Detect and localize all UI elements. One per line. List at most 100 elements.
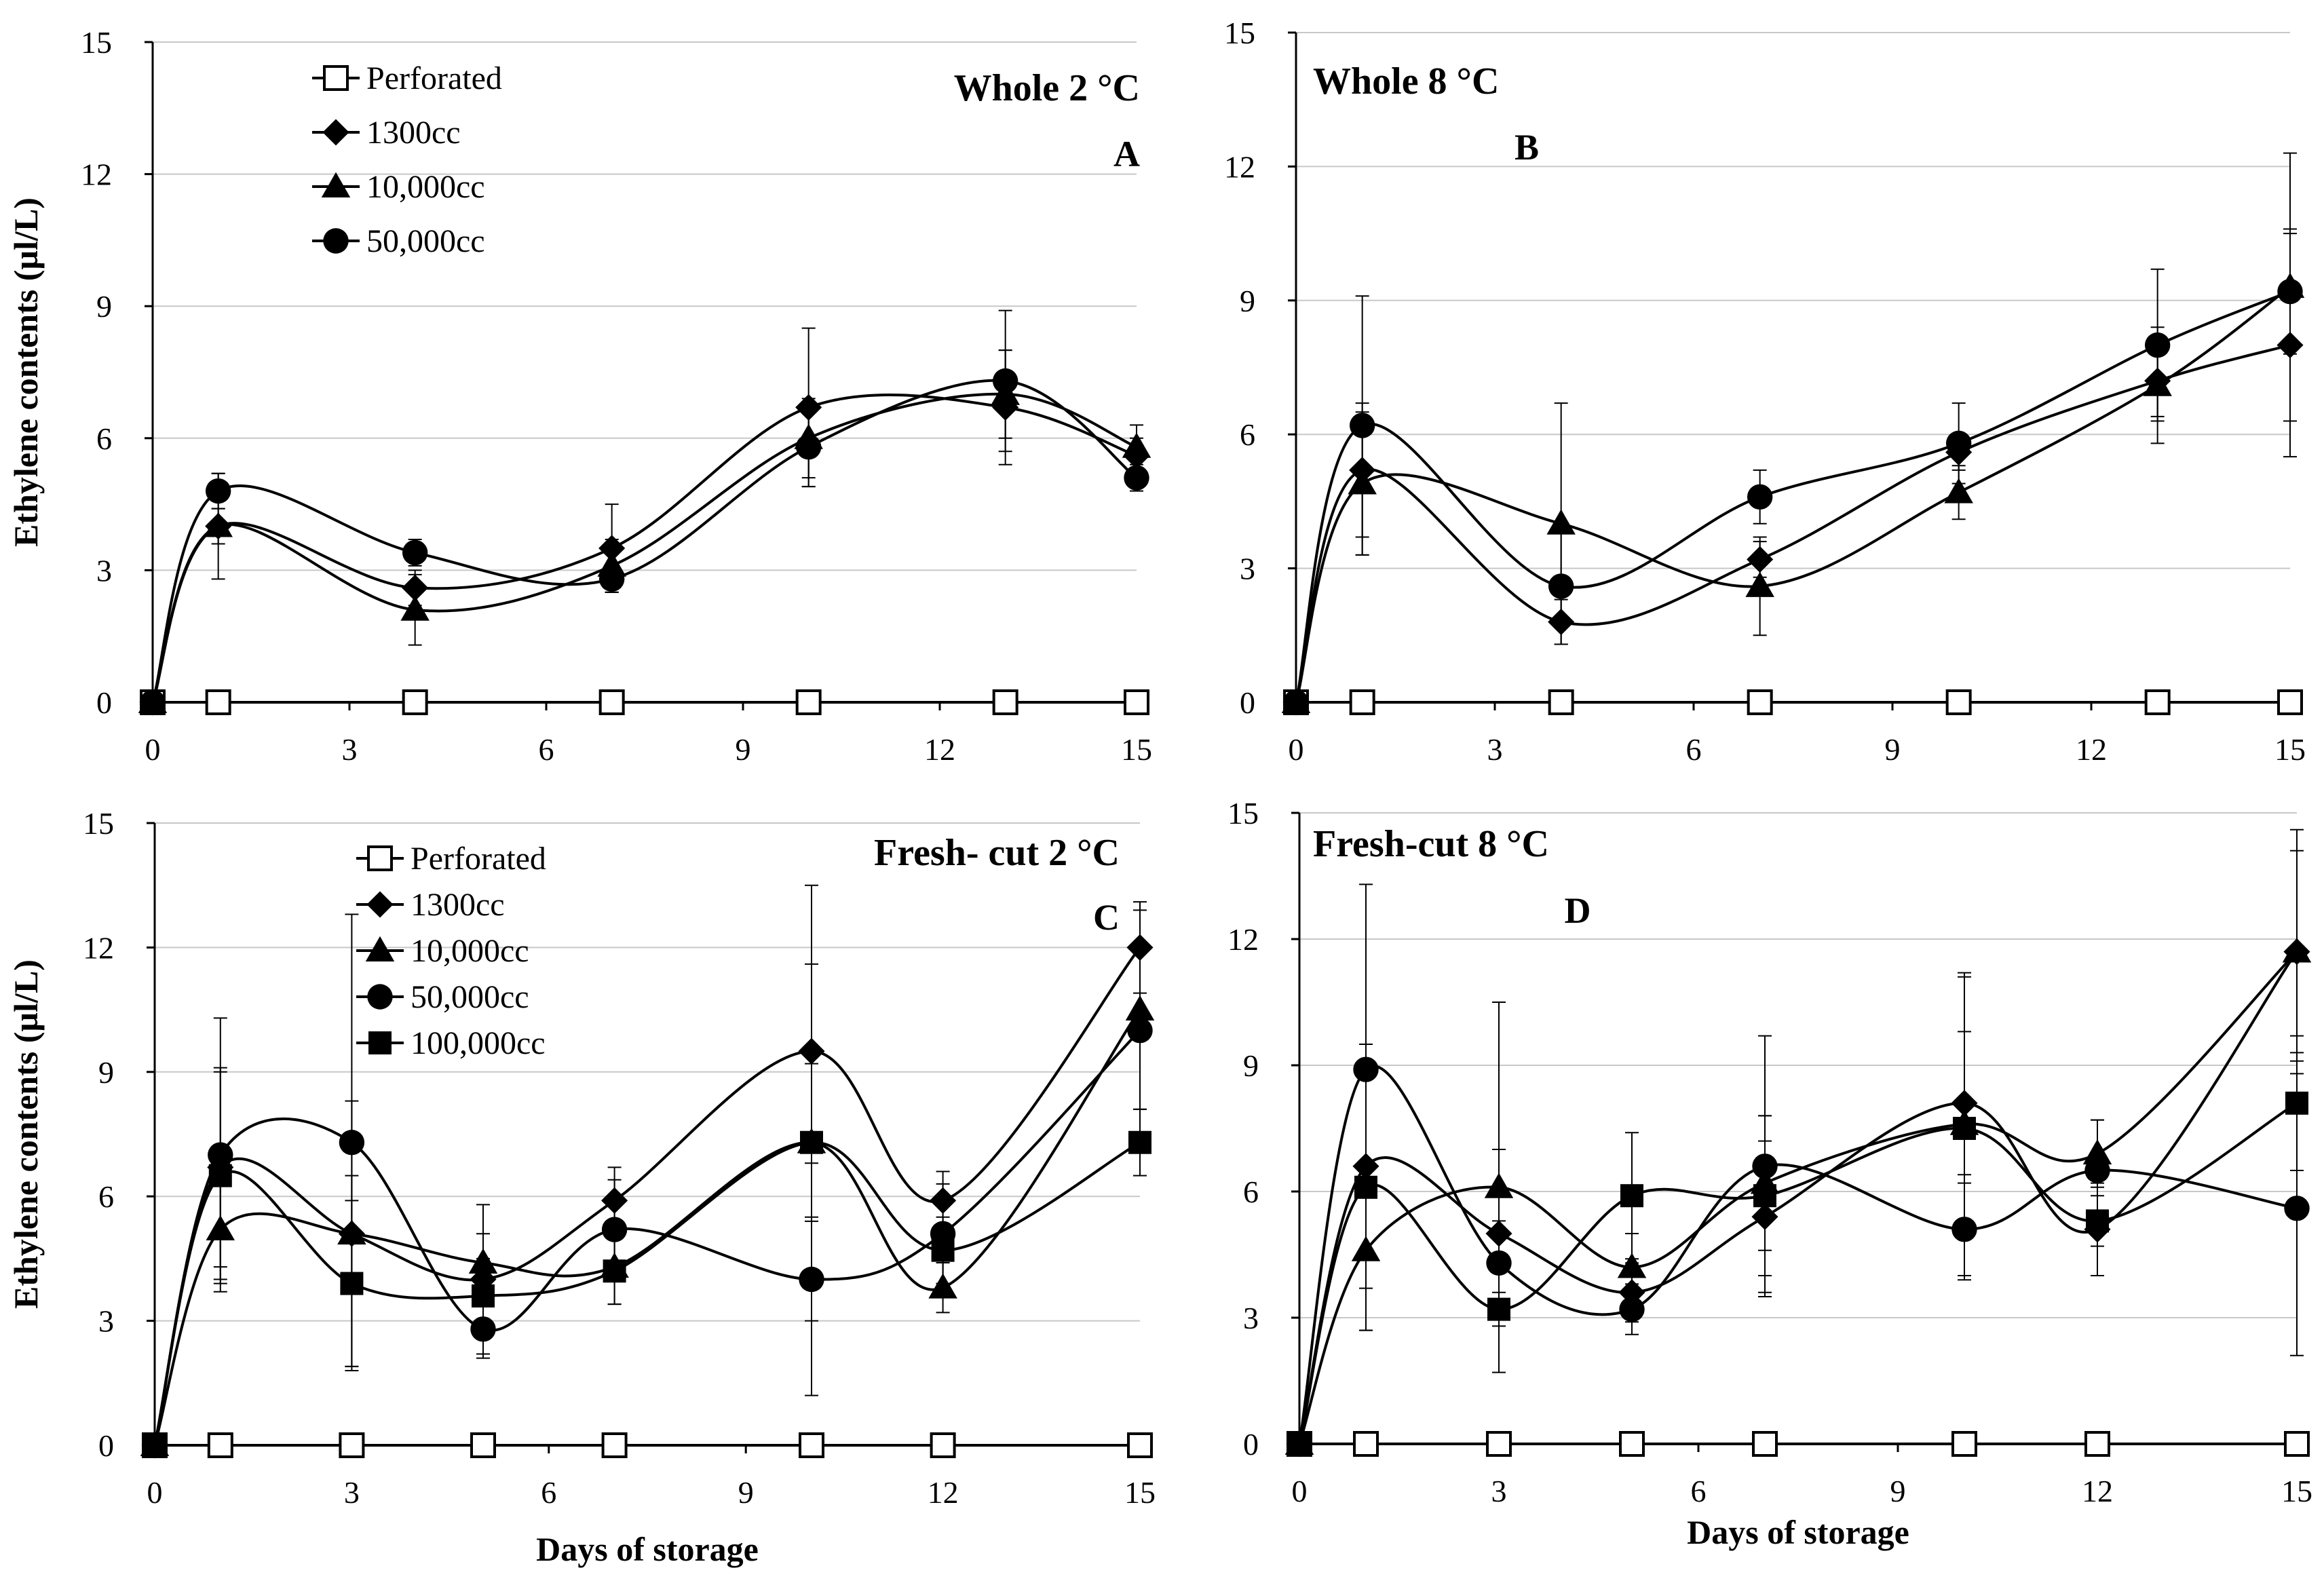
legend-label: 1300cc: [411, 887, 505, 923]
panel-letter: B: [1515, 127, 1539, 168]
data-point-marker: [472, 1284, 495, 1308]
panel-title: Fresh- cut 2 °C: [874, 832, 1120, 874]
data-point-marker: [1127, 1017, 1153, 1044]
data-point-marker: [1283, 689, 1309, 715]
x-tick-label: 9: [738, 1475, 754, 1510]
data-point-marker: [1745, 571, 1774, 597]
data-point-marker: [930, 1432, 956, 1458]
data-point-marker: [601, 1217, 628, 1242]
data-point-marker: [1353, 1431, 1379, 1457]
series-line-50,000cc: [1295, 290, 2291, 703]
x-tick-label: 15: [2281, 1474, 2312, 1508]
data-point-marker: [795, 434, 822, 460]
data-point-marker: [1619, 1296, 1645, 1322]
legend-label: 1300cc: [366, 115, 461, 151]
data-point-marker: [1953, 1117, 1976, 1140]
data-point-marker: [402, 689, 428, 715]
y-tick-label: 9: [1243, 1048, 1259, 1083]
data-point-marker: [1944, 478, 1973, 503]
y-tick-label: 6: [1240, 417, 1255, 452]
y-tick-label: 3: [96, 553, 112, 588]
data-point-marker: [368, 1031, 392, 1054]
x-tick-label: 15: [1121, 732, 1152, 767]
data-point-marker: [2282, 937, 2312, 963]
y-tick-label: 0: [96, 685, 112, 720]
y-tick-label: 15: [83, 806, 114, 841]
x-tick-label: 3: [342, 732, 358, 767]
panel-title: Whole 8 °C: [1313, 60, 1499, 102]
y-tick-label: 6: [1243, 1175, 1259, 1209]
panel-title: Fresh-cut 8 °C: [1313, 823, 1549, 865]
data-point-marker: [1354, 1175, 1377, 1199]
data-point-marker: [1620, 1184, 1643, 1208]
legend-label: 50,000cc: [366, 223, 485, 259]
data-point-marker: [1486, 1431, 1512, 1457]
x-tick-label: 15: [2274, 732, 2306, 767]
y-tick-label: 12: [81, 157, 112, 192]
legend-label: 10,000cc: [366, 169, 485, 205]
data-point-marker: [339, 1130, 365, 1156]
data-point-marker: [323, 65, 349, 91]
y-tick-label: 3: [98, 1304, 114, 1339]
x-tick-label: 12: [928, 1475, 959, 1510]
x-tick-label: 0: [147, 1475, 163, 1510]
data-point-marker: [366, 891, 394, 918]
data-point-marker: [143, 1434, 166, 1457]
data-point-marker: [1619, 1431, 1645, 1457]
x-tick-label: 3: [1491, 1474, 1507, 1508]
data-point-marker: [402, 539, 428, 566]
x-tick-label: 6: [1686, 732, 1702, 767]
data-point-marker: [1122, 432, 1151, 458]
chart-panel-d: 0 3 6 9 12 15 0 3 6 9 12 15 Fresh-cut 8 °C D Days of s…: [1227, 796, 2312, 1551]
chart-panel-a: 0 3 6 9 12 15 0 3 6 9 12 15 Whole 2 °C A Perforated 130…: [7, 25, 1152, 767]
y-tick-label: 15: [1227, 796, 1259, 831]
data-point-marker: [1548, 573, 1574, 599]
y-tick-label: 9: [96, 289, 112, 324]
panel-letter: D: [1565, 890, 1591, 931]
data-point-marker: [1945, 689, 1972, 715]
data-point-marker: [1752, 1431, 1778, 1457]
x-tick-label: 6: [539, 732, 554, 767]
data-point-marker: [322, 119, 349, 146]
data-point-marker: [1951, 1431, 1977, 1457]
y-tick-label: 12: [1227, 922, 1259, 957]
legend-label: 100,000cc: [411, 1025, 546, 1061]
x-axis-title: Days of storage: [536, 1530, 759, 1568]
legend-label: 50,000cc: [411, 979, 529, 1015]
y-tick-label: 12: [83, 930, 114, 965]
data-point-marker: [2277, 278, 2303, 305]
data-point-marker: [2086, 1209, 2109, 1233]
data-point-marker: [207, 1432, 233, 1458]
data-point-marker: [2285, 1091, 2308, 1115]
x-tick-label: 9: [1885, 732, 1901, 767]
y-tick-label: 6: [98, 1179, 114, 1214]
data-point-marker: [795, 689, 822, 715]
data-point-marker: [365, 936, 395, 961]
data-point-marker: [400, 595, 430, 621]
y-tick-label: 3: [1243, 1301, 1259, 1335]
x-tick-label: 15: [1124, 1475, 1156, 1510]
x-tick-label: 12: [2082, 1474, 2113, 1508]
data-point-marker: [1548, 689, 1574, 715]
data-point-marker: [601, 1432, 628, 1458]
data-point-marker: [323, 228, 349, 254]
x-tick-label: 9: [1890, 1474, 1906, 1508]
y-tick-label: 3: [1240, 552, 1255, 586]
data-point-marker: [2277, 689, 2303, 715]
data-point-marker: [1747, 484, 1773, 510]
y-tick-label: 0: [1243, 1427, 1259, 1462]
panel-letter: C: [1093, 897, 1120, 938]
data-point-marker: [1546, 509, 1576, 535]
data-point-marker: [1124, 465, 1149, 491]
data-point-marker: [1127, 1432, 1153, 1458]
data-point-marker: [1349, 413, 1375, 438]
panel-letter: A: [1113, 134, 1140, 174]
data-point-marker: [799, 1432, 824, 1458]
data-point-marker: [1753, 1184, 1776, 1208]
data-point-marker: [1124, 689, 1149, 715]
chart-panel-c: 0 3 6 9 12 15 0 3 6 9 12 15 Fresh- cut 2 °C C Perforat…: [7, 806, 1156, 1568]
x-tick-label: 9: [736, 732, 751, 767]
data-point-marker: [598, 689, 625, 715]
data-point-marker: [598, 566, 625, 592]
data-point-marker: [1486, 1250, 1512, 1276]
